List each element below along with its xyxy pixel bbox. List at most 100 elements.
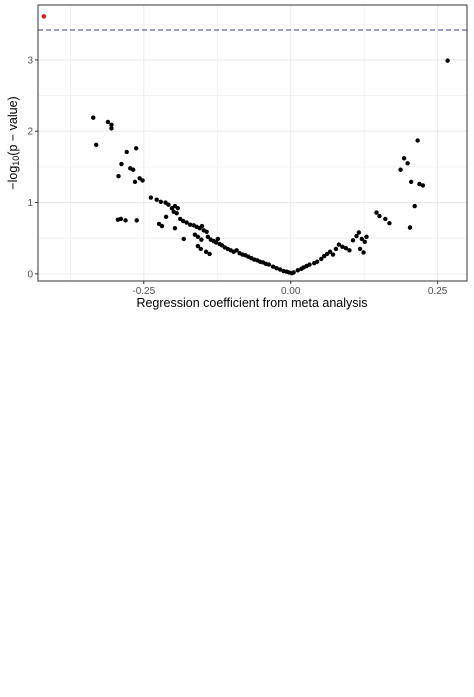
data-points: [41, 14, 450, 276]
data-point: [204, 229, 209, 234]
data-point: [199, 223, 205, 229]
data-point: [408, 179, 414, 185]
y-axis-ticks: 0 1 2 3: [27, 55, 38, 280]
data-point: [266, 262, 272, 267]
data-point: [184, 220, 189, 225]
data-point: [148, 195, 154, 200]
data-point: [398, 167, 403, 172]
data-point: [415, 138, 420, 143]
data-point: [274, 265, 279, 271]
data-point: [314, 259, 320, 264]
data-point: [132, 179, 138, 185]
data-point: [134, 218, 139, 223]
data-point: [354, 233, 359, 239]
data-point: [180, 218, 186, 224]
data-point: [215, 236, 221, 242]
data-point: [234, 248, 239, 253]
data-point: [347, 248, 352, 253]
data-point: [350, 238, 356, 243]
x-tick-label: -0.25: [132, 286, 155, 297]
data-point: [174, 211, 179, 216]
data-point: [277, 267, 283, 272]
y-axis-title-prefix: −log: [6, 166, 20, 190]
data-point: [359, 236, 365, 242]
data-point: [377, 213, 382, 219]
data-point: [203, 249, 209, 254]
data-point: [327, 249, 333, 254]
data-point: [307, 262, 312, 267]
data-point: [188, 222, 193, 227]
data-point: [181, 236, 186, 242]
data-point: [295, 268, 300, 273]
data-point: [407, 225, 413, 230]
data-point: [172, 226, 178, 231]
data-point: [131, 167, 136, 172]
data-point: [118, 216, 124, 222]
data-point: [119, 161, 124, 167]
data-point: [198, 246, 203, 252]
data-point: [420, 183, 426, 188]
data-point: [340, 244, 345, 249]
x-axis-title: Regression coefficient from meta analysi…: [136, 296, 367, 310]
data-point: [330, 252, 336, 257]
x-axis-ticks: -0.25 0.00 0.25: [132, 281, 448, 297]
data-point: [195, 243, 201, 249]
data-point: [109, 122, 114, 128]
data-point: [383, 216, 388, 222]
data-point: [319, 256, 324, 262]
y-axis-title-subscript: 10: [11, 156, 21, 166]
grid-major: [38, 5, 467, 281]
y-axis-title-suffix: (p − value): [6, 96, 20, 155]
y-tick-label: 0: [27, 269, 33, 280]
data-point: [93, 142, 99, 147]
data-point: [291, 270, 296, 275]
data-point: [356, 230, 362, 235]
highlighted-data-point: [41, 14, 47, 19]
data-point: [401, 156, 407, 161]
data-point: [361, 250, 366, 255]
data-point: [195, 234, 201, 239]
y-axis-title: −log10(p − value): [6, 96, 21, 189]
data-point: [205, 234, 211, 239]
grid-minor: [38, 5, 467, 281]
data-point: [133, 146, 139, 151]
data-point: [123, 218, 128, 223]
data-point: [417, 181, 422, 187]
data-point: [140, 178, 145, 183]
x-tick-label: 0.00: [281, 286, 301, 297]
data-point: [405, 161, 410, 166]
data-point: [343, 245, 349, 251]
data-point: [175, 206, 181, 211]
panel-background: [38, 5, 467, 281]
data-point: [387, 221, 392, 226]
data-point: [116, 173, 121, 179]
data-point: [124, 149, 129, 155]
y-tick-label: 3: [27, 55, 33, 66]
data-point: [270, 264, 276, 269]
data-point: [364, 234, 369, 239]
data-point: [357, 246, 363, 252]
data-point: [109, 126, 114, 131]
y-tick-label: 1: [27, 198, 33, 209]
data-point: [213, 240, 219, 245]
data-point: [105, 119, 111, 125]
data-point: [445, 58, 450, 63]
data-point: [333, 246, 339, 252]
panel-border: [37, 4, 468, 282]
data-point: [166, 202, 171, 207]
data-point: [163, 214, 169, 220]
data-point: [362, 239, 367, 244]
data-point: [412, 203, 417, 209]
data-point: [158, 199, 164, 205]
plot-panel: [37, 4, 468, 282]
x-tick-label: 0.25: [428, 286, 448, 297]
y-tick-label: 2: [27, 127, 33, 138]
data-point: [374, 210, 379, 215]
data-point: [154, 197, 159, 202]
data-point: [159, 223, 165, 229]
data-point: [91, 115, 96, 120]
data-point: [199, 237, 204, 242]
data-point: [207, 251, 212, 257]
data-point: [336, 242, 342, 247]
